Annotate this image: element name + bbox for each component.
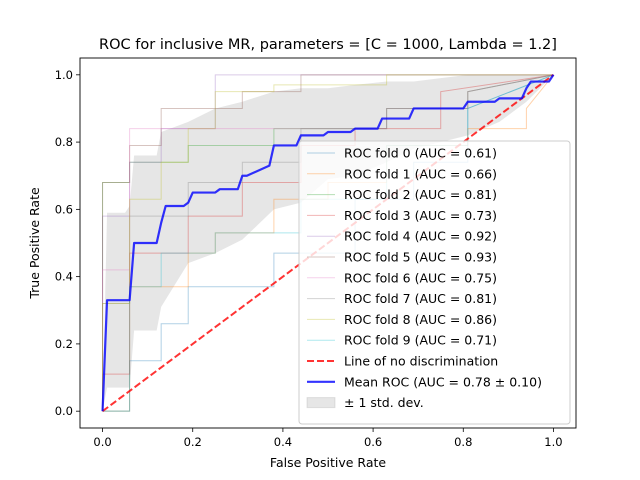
x-tick-label: 1.0 xyxy=(544,435,562,449)
roc-curve-roc-fold-8-auc-0-86 xyxy=(102,74,554,412)
y-tick-label: 0.2 xyxy=(55,337,73,351)
y-tick-label: 0.4 xyxy=(55,270,73,284)
roc-curve-roc-fold-3-auc-0-73 xyxy=(102,74,554,412)
y-axis-label: True Positive Rate xyxy=(27,187,42,300)
y-tick-label: 0.8 xyxy=(55,135,73,149)
legend: ROC fold 0 (AUC = 0.61) ROC fold 1 (AUC =… xyxy=(298,140,571,425)
legend-roc-fold-4-auc-0-92-label: ROC fold 4 (AUC = 0.92) xyxy=(344,229,497,244)
y-axis: 0.0 0.2 0.4 0.6 0.8 1.0 xyxy=(55,68,80,418)
legend-mean-roc-auc-0-78-0-10-label: Mean ROC (AUC = 0.78 ± 0.10) xyxy=(344,374,542,389)
mean-roc-curve xyxy=(101,74,555,412)
legend-roc-fold-9-auc-0-71-label: ROC fold 9 (AUC = 0.71) xyxy=(344,333,497,348)
legend-1-std-dev-swatch xyxy=(306,397,336,409)
legend-roc-fold-6-auc-0-75-label: ROC fold 6 (AUC = 0.75) xyxy=(344,270,497,285)
legend-roc-fold-0-auc-0-61-label: ROC fold 0 (AUC = 0.61) xyxy=(344,146,497,161)
y-tick-label: 1.0 xyxy=(55,68,73,82)
x-tick-label: 0.4 xyxy=(274,435,292,449)
legend-line-of-no-discrimination-label: Line of no discrimination xyxy=(344,354,498,369)
legend-roc-fold-2-auc-0-81-label: ROC fold 2 (AUC = 0.81) xyxy=(344,187,497,202)
roc-curve-roc-fold-4-auc-0-92 xyxy=(102,74,554,412)
legend-roc-fold-8-auc-0-86-label: ROC fold 8 (AUC = 0.86) xyxy=(344,312,497,327)
legend-roc-fold-3-auc-0-73-label: ROC fold 3 (AUC = 0.73) xyxy=(344,208,497,223)
chart-title: ROC for inclusive MR, parameters = [C = … xyxy=(99,37,557,53)
y-tick-label: 0.6 xyxy=(55,202,73,216)
std-dev-band xyxy=(102,74,554,412)
x-tick-label: 0.0 xyxy=(93,435,111,449)
y-tick-label: 0.0 xyxy=(55,404,73,418)
legend-roc-fold-1-auc-0-66-label: ROC fold 1 (AUC = 0.66) xyxy=(344,166,497,181)
legend-roc-fold-7-auc-0-81-label: ROC fold 7 (AUC = 0.81) xyxy=(344,291,497,306)
x-tick-label: 0.2 xyxy=(184,435,202,449)
legend-roc-fold-5-auc-0-93-label: ROC fold 5 (AUC = 0.93) xyxy=(344,250,497,265)
legend-box xyxy=(298,140,571,425)
legend-1-std-dev-label: ± 1 std. dev. xyxy=(344,395,424,410)
x-axis: 0.0 0.2 0.4 0.6 0.8 1.0 xyxy=(93,428,563,449)
roc-curve-roc-fold-5-auc-0-93 xyxy=(102,74,554,412)
x-axis-label: False Positive Rate xyxy=(270,455,386,470)
axes-frame xyxy=(79,57,577,429)
x-tick-label: 0.6 xyxy=(364,435,382,449)
x-tick-label: 0.8 xyxy=(454,435,472,449)
